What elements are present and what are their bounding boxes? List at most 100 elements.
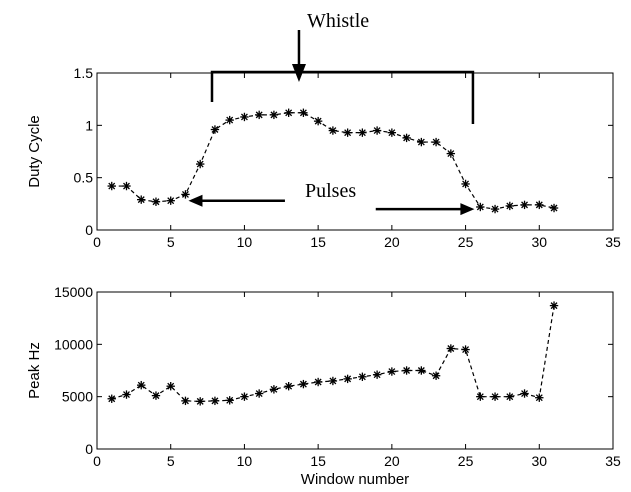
data-point — [240, 392, 249, 401]
data-point — [151, 391, 161, 400]
y-tick-label: 15000 — [54, 284, 93, 300]
data-point — [476, 202, 485, 212]
y-tick-label: 0 — [85, 222, 93, 238]
x-tick-label: 30 — [531, 453, 547, 469]
x-tick-label: 25 — [458, 234, 474, 250]
duty-cycle-ticks: 0 5 10 15 20 25 30 35 0 0.5 1 1.5 — [74, 65, 621, 250]
data-point — [269, 385, 279, 394]
peak-hz-axes-frame — [96, 291, 614, 450]
data-point — [328, 376, 338, 386]
data-point — [358, 372, 367, 381]
window-number-x-axis-label: Window number — [301, 471, 409, 488]
x-tick-label: 15 — [310, 453, 326, 469]
data-point — [461, 345, 470, 354]
data-point — [299, 379, 308, 389]
data-point — [122, 181, 131, 191]
data-point — [549, 301, 559, 310]
peak-hz-ticks: 0 5 10 15 20 25 30 35 0 5000 10000 15000 — [54, 284, 621, 469]
x-tick-label: 20 — [384, 234, 400, 250]
data-point — [343, 128, 352, 137]
data-point — [476, 392, 485, 401]
x-tick-label: 0 — [93, 453, 101, 469]
data-point — [505, 201, 514, 211]
data-point — [166, 382, 175, 391]
peak-hz-series — [107, 301, 559, 406]
peak-hz-panel: 0 5 10 15 20 25 30 35 0 5000 10000 15000 Peak Hz Wi… — [26, 284, 621, 488]
data-point — [417, 366, 426, 375]
y-tick-label: 0.5 — [74, 170, 94, 186]
data-point — [505, 392, 514, 401]
x-tick-label: 10 — [237, 234, 253, 250]
data-point — [196, 159, 205, 169]
data-point — [225, 396, 234, 405]
data-point — [137, 195, 146, 204]
data-point — [122, 390, 131, 399]
data-point — [402, 133, 411, 143]
data-point — [461, 179, 470, 189]
data-point — [240, 112, 249, 122]
data-point — [166, 196, 175, 205]
x-tick-label: 25 — [458, 453, 474, 469]
data-point — [446, 149, 456, 158]
x-tick-label: 35 — [605, 234, 621, 250]
duty-cycle-panel: 0 5 10 15 20 25 30 35 0 0.5 1 1.5 Duty Cycle Whistl… — [26, 10, 621, 250]
data-point — [225, 115, 234, 125]
data-point — [387, 367, 397, 376]
data-point — [549, 203, 559, 213]
data-point — [402, 366, 411, 375]
y-tick-label: 0 — [85, 441, 93, 457]
data-point — [210, 396, 220, 406]
data-point — [284, 108, 293, 117]
data-point — [254, 110, 264, 120]
y-tick-label: 5000 — [62, 389, 93, 405]
data-point — [151, 197, 161, 206]
series-line — [111, 305, 555, 402]
data-point — [372, 370, 382, 379]
annotations: Whistle Pulses — [188, 10, 475, 216]
data-point — [520, 389, 529, 398]
data-point — [181, 190, 190, 199]
x-tick-label: 0 — [93, 234, 101, 250]
data-point — [535, 393, 544, 402]
data-point — [313, 116, 323, 126]
data-point — [343, 374, 352, 384]
data-point — [299, 108, 308, 117]
y-tick-label: 10000 — [54, 336, 93, 352]
whistle-bracket — [210, 70, 475, 124]
data-point — [107, 394, 116, 403]
x-tick-label: 30 — [531, 234, 547, 250]
duty-cycle-series — [107, 108, 559, 214]
pulses-label: Pulses — [305, 180, 356, 202]
data-point — [358, 128, 367, 137]
pulses-left-arrow-head — [188, 194, 203, 207]
y-tick-label: 1.5 — [74, 65, 94, 81]
data-point — [417, 137, 426, 147]
data-point — [181, 396, 190, 406]
data-point — [431, 137, 441, 147]
data-point — [372, 126, 382, 135]
data-point — [520, 200, 529, 210]
data-point — [210, 125, 220, 134]
data-point — [137, 380, 146, 390]
peak-hz-y-axis-label: Peak Hz — [26, 342, 43, 399]
x-tick-label: 5 — [167, 234, 175, 250]
data-point — [387, 128, 397, 137]
annotation-arrows — [188, 30, 475, 216]
x-tick-label: 15 — [310, 234, 326, 250]
data-point — [490, 204, 500, 214]
data-point — [269, 110, 279, 120]
duty-cycle-axes-frame — [96, 72, 614, 231]
pulses-right-arrow-head — [460, 203, 475, 216]
data-point — [431, 371, 441, 380]
data-point — [254, 389, 264, 398]
data-point — [490, 392, 500, 401]
x-tick-label: 35 — [605, 453, 621, 469]
data-point — [313, 377, 323, 387]
data-point — [328, 126, 338, 135]
data-point — [535, 200, 544, 210]
data-point — [196, 397, 205, 406]
x-tick-label: 10 — [237, 453, 253, 469]
data-point — [284, 382, 293, 391]
duty-cycle-y-axis-label: Duty Cycle — [26, 115, 43, 188]
